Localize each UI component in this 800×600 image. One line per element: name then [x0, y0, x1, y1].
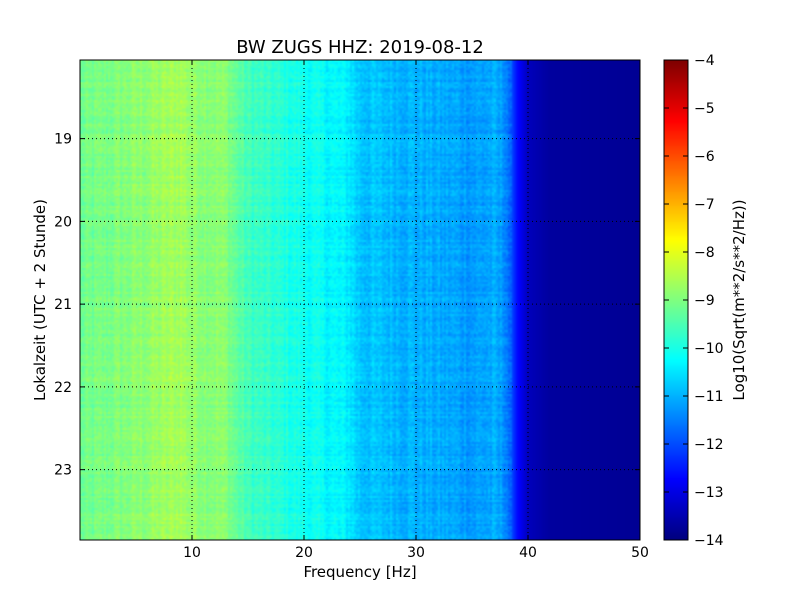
y-tick-label: 21: [54, 297, 72, 313]
colorbar-tick-label: −12: [694, 437, 724, 453]
y-axis-label: Lokalzeit (UTC + 2 Stunde): [31, 199, 49, 401]
colorbar-tick-label: −9: [694, 293, 715, 309]
colorbar-tick-label: −6: [694, 149, 715, 165]
x-axis-label: Frequency [Hz]: [303, 563, 416, 581]
plot-area: [79, 59, 641, 541]
colorbar-tick-label: −8: [694, 245, 715, 261]
colorbar-tick-label: −14: [694, 533, 724, 549]
x-tick-label: 10: [183, 545, 201, 561]
spectrogram-image: [80, 60, 640, 540]
colorbar-tick-label: −7: [694, 197, 715, 213]
colorbar-tick-label: −13: [694, 485, 724, 501]
chart-title: BW ZUGS HHZ: 2019-08-12: [236, 37, 484, 58]
y-axis: 19 20 21 22 23: [54, 132, 640, 479]
grid-lines: [80, 60, 640, 540]
colorbar-tick-label: −5: [694, 101, 715, 117]
colorbar-label: Log10(Sqrt(m**2/s**2/Hz)): [730, 199, 748, 400]
x-tick-label: 30: [407, 545, 425, 561]
colorbar-tick-label: −11: [694, 389, 724, 405]
y-tick-label: 23: [54, 463, 72, 479]
y-tick-label: 22: [54, 380, 72, 396]
x-axis: 10 20 30 40 50: [183, 60, 649, 561]
colorbar-tick-label: −4: [694, 53, 715, 69]
y-tick-label: 20: [54, 214, 72, 230]
colorbar-ticks: −4 −5 −6 −7 −8 −9 −10 −11 −12 −13 −14: [664, 53, 724, 549]
y-tick-label: 19: [54, 132, 72, 148]
colorbar: −4 −5 −6 −7 −8 −9 −10 −11 −12 −13 −14 Log10(Sqrt(m…: [663, 53, 748, 549]
plot-frame: [79, 59, 641, 541]
x-tick-label: 20: [295, 545, 313, 561]
x-tick-label: 50: [631, 545, 649, 561]
x-tick-label: 40: [519, 545, 537, 561]
colorbar-tick-label: −10: [694, 341, 724, 357]
